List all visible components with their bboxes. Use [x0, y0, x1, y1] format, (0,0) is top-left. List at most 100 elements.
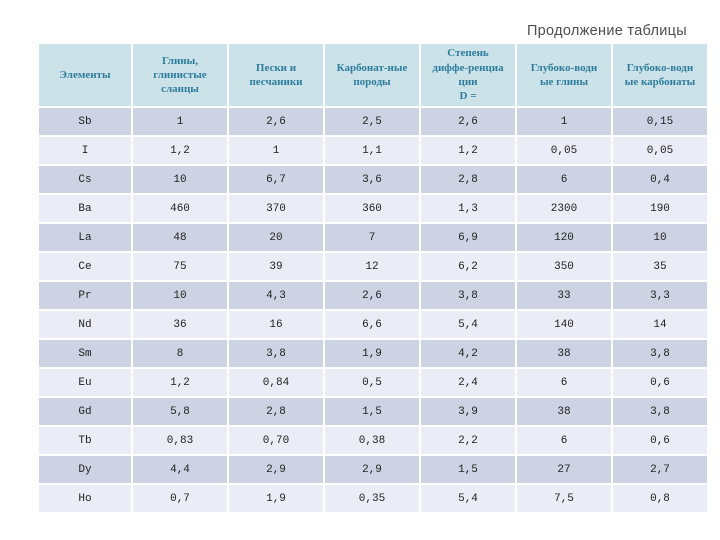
element-cell: Tb — [39, 427, 131, 454]
table-cell: 190 — [613, 195, 707, 222]
table-cell: 4,4 — [133, 456, 227, 483]
table-cell: 1,2 — [421, 137, 515, 164]
header-cell: Глубоко-водн ые карбонаты — [613, 44, 707, 106]
table-cell: 20 — [229, 224, 323, 251]
table-cell: 2,2 — [421, 427, 515, 454]
table-cell: 1,3 — [421, 195, 515, 222]
table-cell: 0,05 — [517, 137, 611, 164]
table-cell: 12 — [325, 253, 419, 280]
table-cell: 4,3 — [229, 282, 323, 309]
header-cell: Элементы — [39, 44, 131, 106]
table-cell: 10 — [133, 282, 227, 309]
table-cell: 1,9 — [229, 485, 323, 512]
table-cell: 38 — [517, 340, 611, 367]
table-cell: 6,2 — [421, 253, 515, 280]
table-row: Dy 4,4 2,9 2,9 1,5 27 2,7 — [39, 456, 707, 483]
table-cell: 0,83 — [133, 427, 227, 454]
table-cell: 1,9 — [325, 340, 419, 367]
slide-title: Продолжение таблицы — [526, 23, 687, 39]
table-cell: 5,4 — [421, 485, 515, 512]
table-cell: 36 — [133, 311, 227, 338]
table-cell: 0,8 — [613, 485, 707, 512]
table-cell: 0,4 — [613, 166, 707, 193]
table-cell: 14 — [613, 311, 707, 338]
element-cell: I — [39, 137, 131, 164]
table-cell: 35 — [613, 253, 707, 280]
table-cell: 3,8 — [421, 282, 515, 309]
table-cell: 2,9 — [325, 456, 419, 483]
table-cell: 1,2 — [133, 137, 227, 164]
table-cell: 10 — [133, 166, 227, 193]
header-cell: Степень диффе-ренциа ции D = — [421, 44, 515, 106]
table-cell: 2,8 — [421, 166, 515, 193]
table-cell: 6 — [517, 166, 611, 193]
table-row: Ce 75 39 12 6,2 350 35 — [39, 253, 707, 280]
table-cell: 3,6 — [325, 166, 419, 193]
table-cell: 7,5 — [517, 485, 611, 512]
table-cell: 75 — [133, 253, 227, 280]
element-cell: Dy — [39, 456, 131, 483]
table-cell: 0,70 — [229, 427, 323, 454]
table-cell: 0,6 — [613, 427, 707, 454]
table-cell: 1,5 — [421, 456, 515, 483]
header-row: Элементы Глины, глинистые сланцы Пески и п… — [39, 44, 707, 106]
table-cell: 8 — [133, 340, 227, 367]
table-row: Tb 0,83 0,70 0,38 2,2 6 0,6 — [39, 427, 707, 454]
element-cell: Nd — [39, 311, 131, 338]
table-header: Элементы Глины, глинистые сланцы Пески и п… — [39, 44, 707, 106]
table-row: Ho 0,7 1,9 0,35 5,4 7,5 0,8 — [39, 485, 707, 512]
header-cell: Глубоко-водн ые глины — [517, 44, 611, 106]
table-cell: 6 — [517, 369, 611, 396]
table-cell: 39 — [229, 253, 323, 280]
element-cell: Cs — [39, 166, 131, 193]
table-row: Eu 1,2 0,84 0,5 2,4 6 0,6 — [39, 369, 707, 396]
table-cell: 2,5 — [325, 108, 419, 135]
table-cell: 0,38 — [325, 427, 419, 454]
table-row: Sm 8 3,8 1,9 4,2 38 3,8 — [39, 340, 707, 367]
data-table: Элементы Глины, глинистые сланцы Пески и п… — [37, 42, 709, 514]
table-cell: 0,5 — [325, 369, 419, 396]
table-cell: 6,6 — [325, 311, 419, 338]
table-cell: 16 — [229, 311, 323, 338]
table-row: Ba 460 370 360 1,3 2300 190 — [39, 195, 707, 222]
table-row: Cs 10 6,7 3,6 2,8 6 0,4 — [39, 166, 707, 193]
element-cell: Gd — [39, 398, 131, 425]
table-cell: 2,6 — [229, 108, 323, 135]
table-cell: 0,15 — [613, 108, 707, 135]
table-cell: 3,8 — [613, 398, 707, 425]
table-cell: 3,8 — [613, 340, 707, 367]
table-cell: 460 — [133, 195, 227, 222]
header-cell: Глины, глинистые сланцы — [133, 44, 227, 106]
table-cell: 2300 — [517, 195, 611, 222]
table-cell: 2,4 — [421, 369, 515, 396]
table-body: Sb 1 2,6 2,5 2,6 1 0,15 I 1,2 1 1,1 1,2 0,05 0,05 Cs 10… — [39, 108, 707, 512]
table-cell: 3,3 — [613, 282, 707, 309]
table-cell: 370 — [229, 195, 323, 222]
table-cell: 360 — [325, 195, 419, 222]
table-cell: 3,9 — [421, 398, 515, 425]
table-cell: 6,9 — [421, 224, 515, 251]
table-cell: 140 — [517, 311, 611, 338]
table-row: Sb 1 2,6 2,5 2,6 1 0,15 — [39, 108, 707, 135]
table-cell: 1 — [229, 137, 323, 164]
table-cell: 350 — [517, 253, 611, 280]
table-cell: 0,6 — [613, 369, 707, 396]
table-cell: 4,2 — [421, 340, 515, 367]
table-cell: 5,8 — [133, 398, 227, 425]
element-cell: La — [39, 224, 131, 251]
table-cell: 0,7 — [133, 485, 227, 512]
table-row: Pr 10 4,3 2,6 3,8 33 3,3 — [39, 282, 707, 309]
table-cell: 1,5 — [325, 398, 419, 425]
table-cell: 2,8 — [229, 398, 323, 425]
table-cell: 7 — [325, 224, 419, 251]
table-cell: 2,9 — [229, 456, 323, 483]
table-cell: 1 — [133, 108, 227, 135]
table-cell: 48 — [133, 224, 227, 251]
table-cell: 38 — [517, 398, 611, 425]
table-cell: 0,05 — [613, 137, 707, 164]
table-row: Nd 36 16 6,6 5,4 140 14 — [39, 311, 707, 338]
table-cell: 2,6 — [325, 282, 419, 309]
element-cell: Pr — [39, 282, 131, 309]
table-cell: 3,8 — [229, 340, 323, 367]
table-cell: 10 — [613, 224, 707, 251]
